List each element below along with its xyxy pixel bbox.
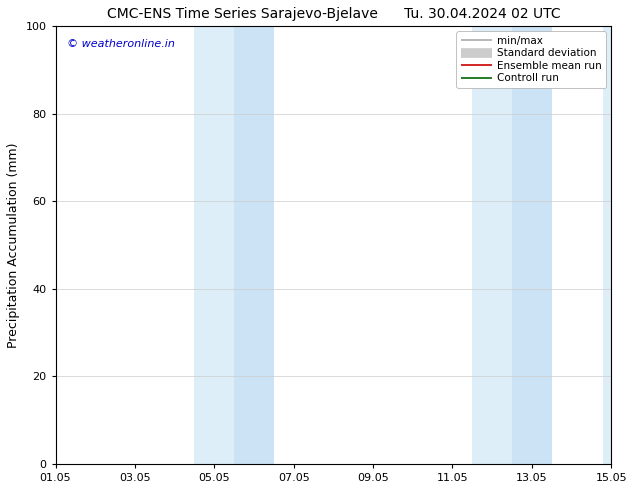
Title: CMC-ENS Time Series Sarajevo-Bjelave      Tu. 30.04.2024 02 UTC: CMC-ENS Time Series Sarajevo-Bjelave Tu.… (107, 7, 560, 21)
Text: © weatheronline.in: © weatheronline.in (67, 39, 174, 49)
Legend: min/max, Standard deviation, Ensemble mean run, Controll run: min/max, Standard deviation, Ensemble me… (456, 31, 606, 88)
Bar (472, 26, 512, 464)
Bar (234, 26, 274, 464)
Y-axis label: Precipitation Accumulation (mm): Precipitation Accumulation (mm) (7, 143, 20, 348)
Bar (604, 26, 611, 464)
Bar (512, 26, 552, 464)
Bar (195, 26, 234, 464)
